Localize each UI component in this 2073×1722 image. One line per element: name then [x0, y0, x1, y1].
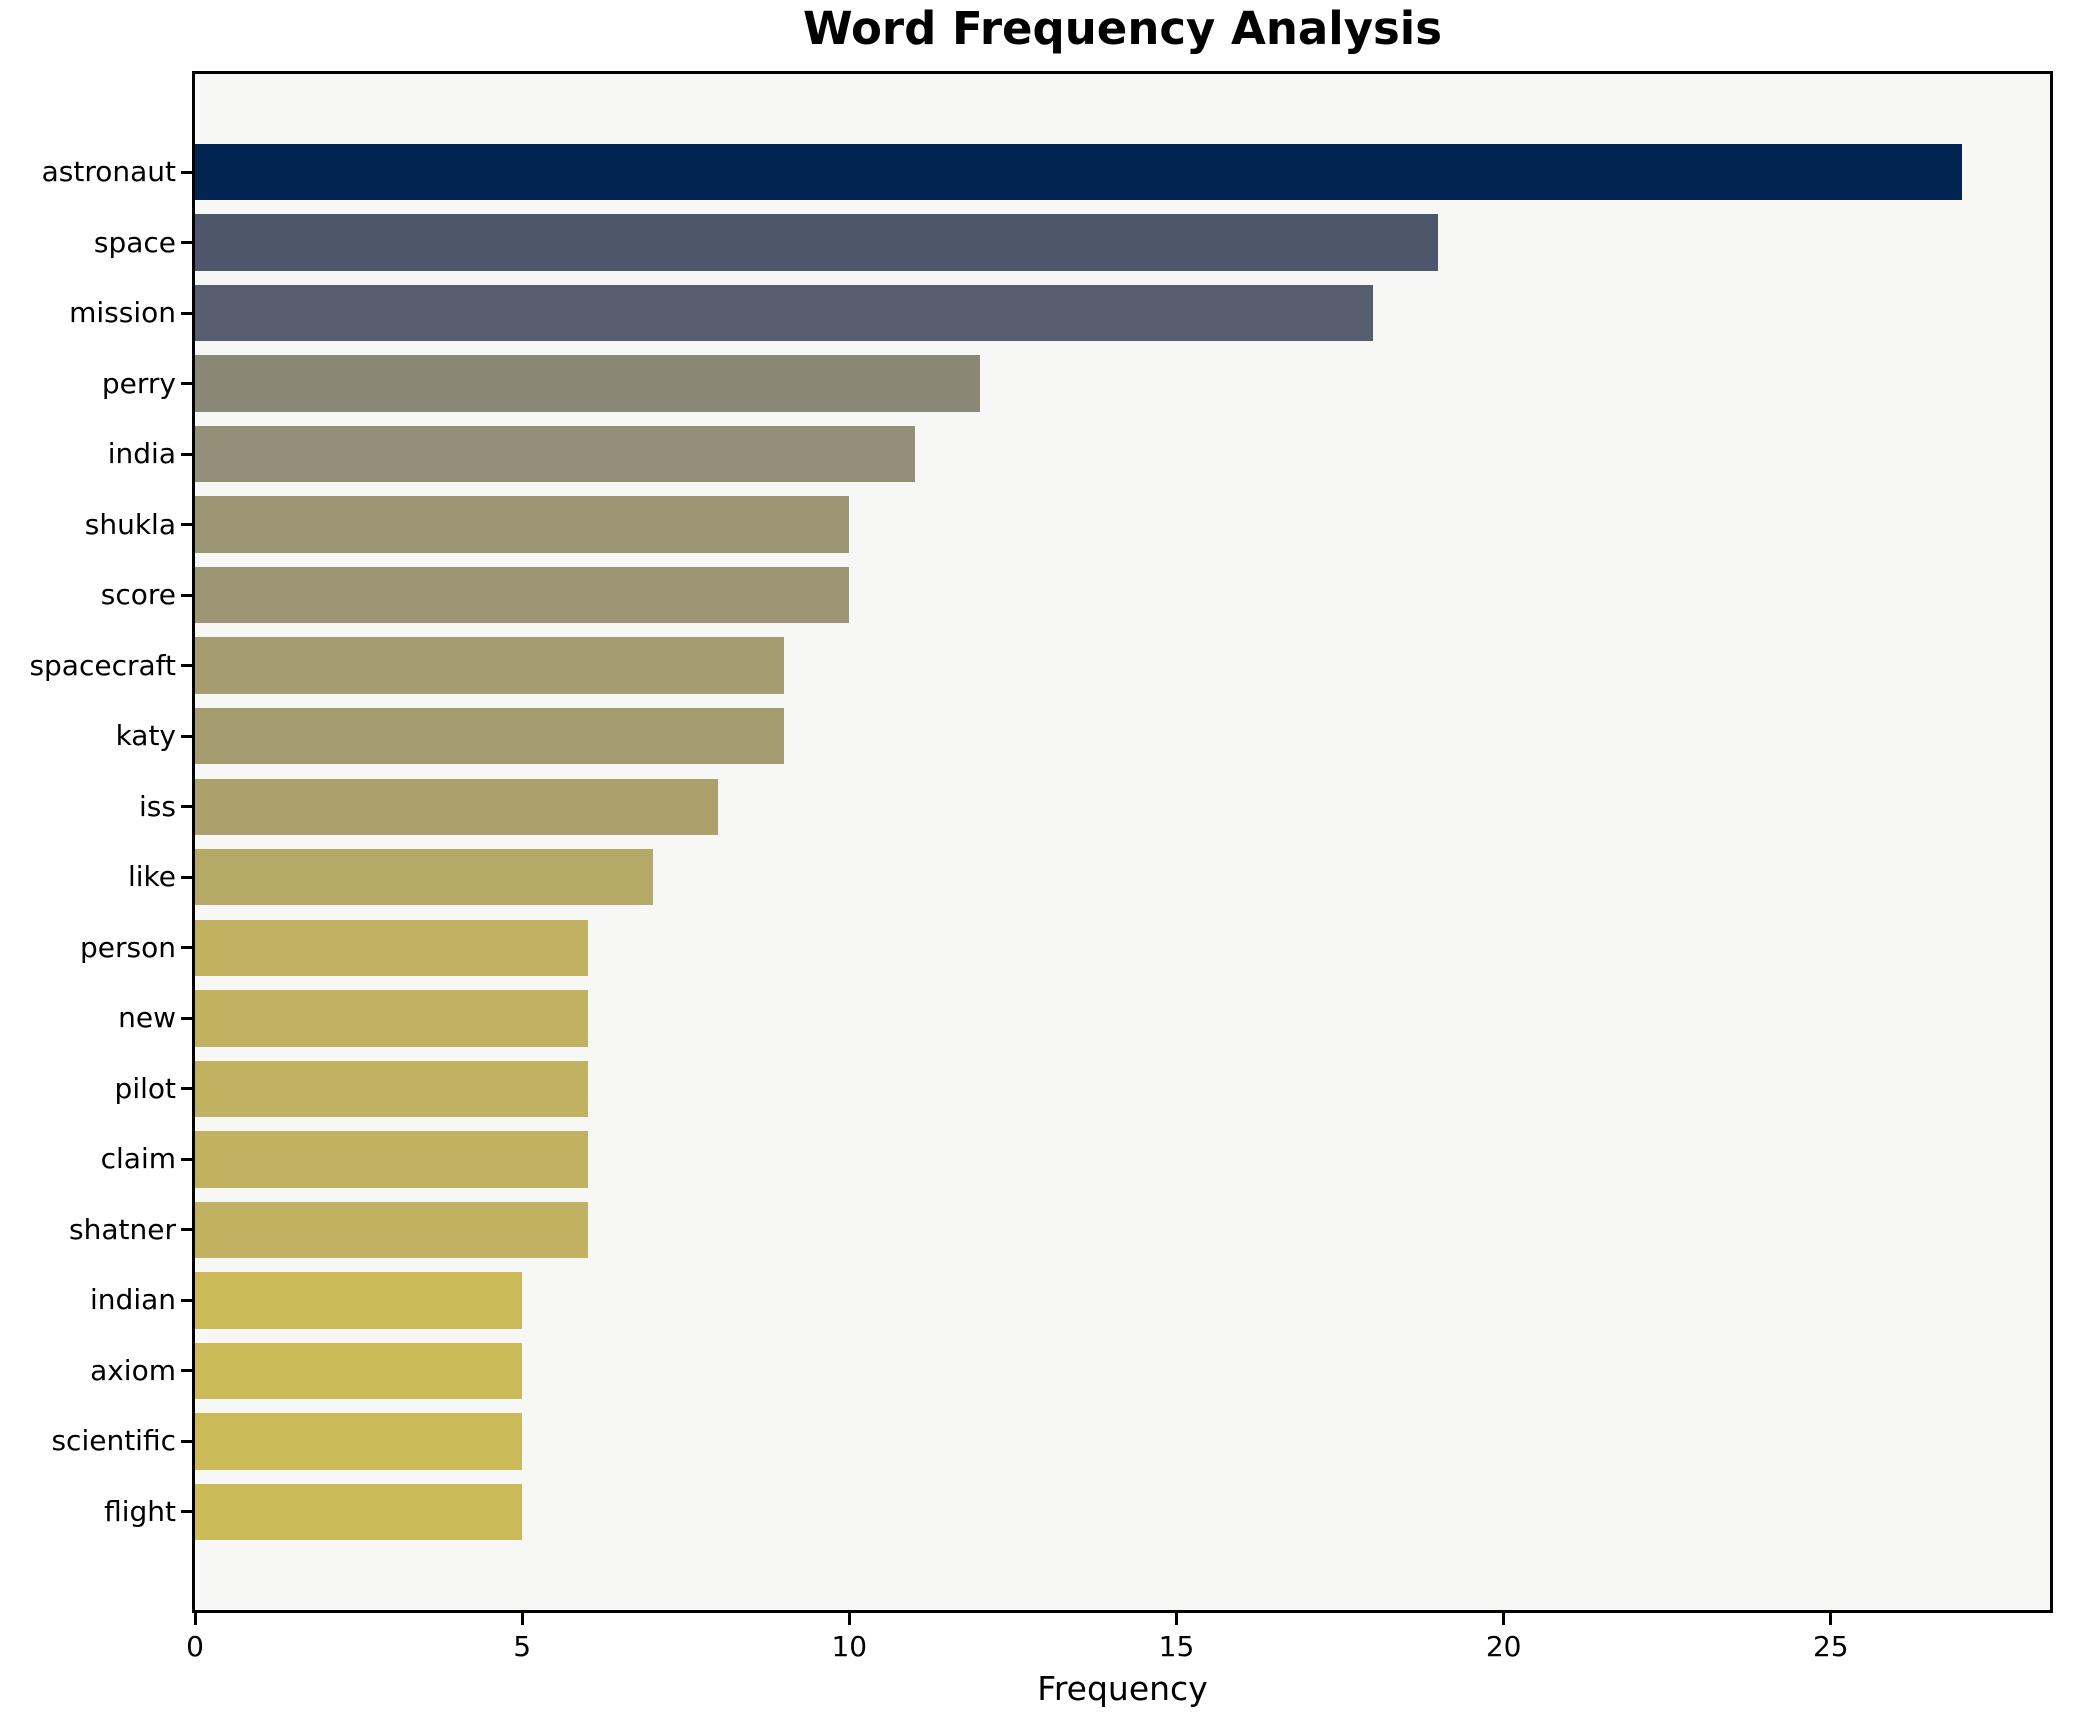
bar-astronaut [195, 143, 1962, 201]
bar-shukla [195, 496, 850, 553]
bar-iss [195, 778, 719, 835]
bar-indian [195, 1272, 523, 1329]
x-tick-label: 15 [1158, 1630, 1195, 1663]
x-tick [1502, 1613, 1506, 1625]
y-tick-label: axiom [90, 1353, 176, 1387]
y-tick [181, 875, 192, 879]
y-tick-label: mission [69, 296, 176, 330]
y-tick-label: iss [139, 789, 176, 823]
y-tick-label: astronaut [41, 155, 176, 189]
y-tick [181, 170, 192, 174]
y-tick-label: katy [115, 719, 176, 753]
y-tick-label: indian [90, 1283, 176, 1317]
y-tick-label: new [118, 1001, 176, 1035]
x-tick [847, 1613, 851, 1625]
bar-claim [195, 1131, 588, 1188]
bar-mission [195, 284, 1373, 342]
y-tick [181, 1228, 192, 1232]
y-tick-label: india [107, 437, 176, 471]
y-tick [181, 664, 192, 668]
bar-space [195, 214, 1439, 271]
y-tick [181, 1157, 192, 1161]
x-tick [1829, 1613, 1833, 1625]
y-tick [181, 1087, 192, 1091]
y-tick-label: pilot [114, 1071, 176, 1105]
y-tick-label: spacecraft [29, 648, 176, 682]
y-tick [181, 1510, 192, 1514]
bar-india [195, 425, 915, 483]
y-tick-label: space [93, 225, 176, 259]
bar-flight [195, 1483, 523, 1541]
x-tick [1174, 1613, 1178, 1625]
y-tick [181, 452, 192, 456]
y-tick-label: claim [100, 1142, 176, 1176]
y-tick-label: person [80, 930, 176, 964]
y-tick [181, 805, 192, 809]
bar-pilot [195, 1060, 588, 1118]
bar-like [195, 849, 654, 906]
y-tick [181, 593, 192, 597]
y-tick-label: score [100, 578, 176, 612]
x-tick-label: 25 [1812, 1630, 1849, 1663]
y-tick-label: shukla [84, 507, 176, 541]
bar-new [195, 990, 588, 1047]
y-tick-label: scientific [51, 1424, 176, 1458]
x-tick-label: 0 [186, 1630, 204, 1663]
y-tick [181, 382, 192, 386]
bar-person [195, 919, 588, 976]
y-tick [181, 734, 192, 738]
bar-spacecraft [195, 637, 784, 694]
x-tick [193, 1613, 197, 1625]
y-tick-label: perry [101, 366, 176, 400]
bar-katy [195, 708, 784, 765]
x-tick-label: 5 [513, 1630, 532, 1663]
y-tick [181, 1439, 192, 1443]
bar-shatner [195, 1201, 588, 1259]
y-tick [181, 241, 192, 245]
x-tick-label: 10 [831, 1630, 868, 1663]
x-axis-label: Frequency [1037, 1669, 1208, 1708]
y-tick-label: shatner [69, 1212, 176, 1246]
y-tick [181, 946, 192, 950]
y-tick [181, 523, 192, 527]
y-tick-label: like [127, 860, 176, 894]
chart-title: Word Frequency Analysis [802, 2, 1443, 55]
x-tick [520, 1613, 524, 1625]
bar-axiom [195, 1342, 523, 1400]
y-tick [181, 1016, 192, 1020]
bar-scientific [195, 1413, 523, 1470]
y-tick [181, 1369, 192, 1373]
y-tick [181, 1298, 192, 1302]
bar-perry [195, 355, 981, 412]
x-tick-label: 20 [1485, 1630, 1522, 1663]
y-tick [181, 311, 192, 315]
y-tick-label: flight [104, 1494, 176, 1528]
plot-area [192, 71, 2053, 1613]
bar-score [195, 566, 850, 624]
